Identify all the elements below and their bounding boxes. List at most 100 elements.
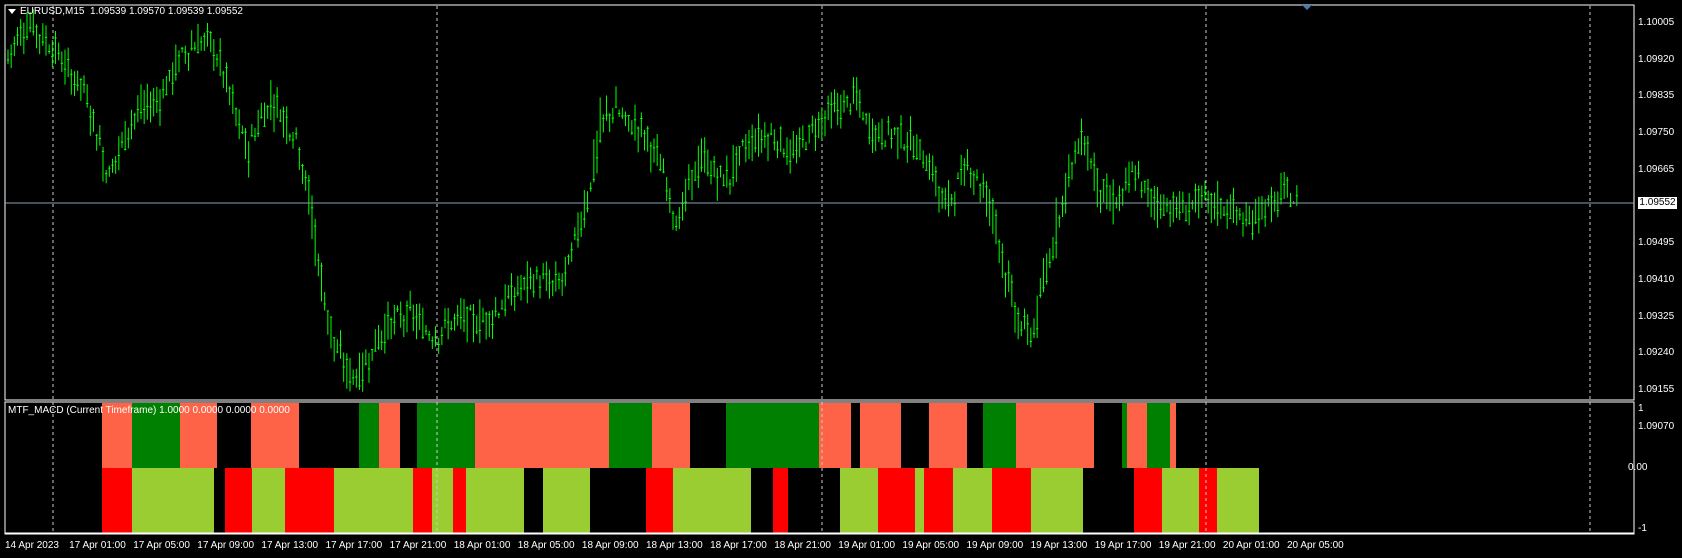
- macd-lower-band: [673, 468, 751, 533]
- collapse-triangle-icon[interactable]: [8, 8, 16, 14]
- time-label: 17 Apr 17:00: [325, 540, 383, 551]
- macd-upper-band: [652, 403, 690, 468]
- macd-upper-band: [102, 403, 132, 468]
- macd-upper-band: [400, 403, 417, 468]
- time-label: 17 Apr 01:00: [69, 540, 126, 551]
- time-label: 18 Apr 05:00: [517, 540, 575, 551]
- macd-lower-band: [334, 468, 413, 533]
- macd-upper-band: [180, 403, 217, 468]
- macd-upper-band: [417, 403, 475, 468]
- macd-upper-band: [609, 403, 652, 468]
- time-label: 19 Apr 21:00: [1158, 540, 1216, 551]
- macd-lower-band: [285, 468, 334, 533]
- current-price-tag: 1.09552: [1638, 197, 1677, 209]
- indicator-level-1: 1: [1638, 403, 1644, 414]
- macd-lower-band: [1199, 468, 1217, 533]
- price-label: 1.09240: [1638, 347, 1675, 359]
- price-candles: [6, 9, 1299, 392]
- symbol-label: EURUSD,M15: [20, 6, 85, 17]
- time-label: 18 Apr 09:00: [581, 540, 639, 551]
- macd-lower-band: [225, 468, 252, 533]
- macd-lower-band: [214, 468, 225, 533]
- macd-upper-band: [929, 403, 967, 468]
- macd-upper-band: [299, 403, 359, 468]
- main-chart-header: EURUSD,M15 1.09539 1.09570 1.09539 1.095…: [8, 6, 243, 17]
- macd-upper-band: [967, 403, 983, 468]
- time-label: 14 Apr 2023: [5, 540, 59, 551]
- time-label: 17 Apr 13:00: [261, 540, 319, 551]
- macd-lower-band: [6, 468, 102, 533]
- ohlc-values: 1.09539 1.09570 1.09539 1.09552: [90, 6, 243, 17]
- time-label: 18 Apr 01:00: [453, 540, 511, 551]
- time-label: 18 Apr 21:00: [774, 540, 831, 551]
- macd-lower-band: [102, 468, 132, 533]
- macd-upper-band: [690, 403, 726, 468]
- time-label: 18 Apr 17:00: [710, 540, 767, 551]
- indicator-title: MTF_MACD (Current Timeframe) 1.0000 0.00…: [8, 405, 290, 416]
- price-label: 1.09920: [1638, 53, 1675, 65]
- macd-upper-band: [768, 403, 819, 468]
- macd-lower-band: [1217, 468, 1259, 533]
- indicator-bands: [6, 403, 1259, 533]
- indicator-panel-frame: [4, 401, 1635, 535]
- macd-lower-band: [132, 468, 214, 533]
- macd-upper-band: [983, 403, 1016, 468]
- macd-upper-band: [819, 403, 851, 468]
- macd-lower-band: [543, 468, 590, 533]
- macd-upper-band: [132, 403, 180, 468]
- macd-lower-band: [590, 468, 646, 533]
- price-label: 1.09835: [1638, 90, 1675, 102]
- shift-marker-icon[interactable]: [1302, 5, 1312, 10]
- time-label: 18 Apr 13:00: [646, 540, 703, 551]
- macd-lower-band: [1134, 468, 1162, 533]
- macd-lower-band: [646, 468, 673, 533]
- macd-upper-band: [1147, 403, 1170, 468]
- macd-upper-band: [1122, 403, 1127, 468]
- macd-lower-band: [252, 468, 285, 533]
- macd-upper-band: [6, 403, 102, 468]
- macd-lower-band: [466, 468, 524, 533]
- macd-upper-band: [551, 403, 609, 468]
- macd-lower-band: [915, 468, 924, 533]
- indicator-level-0: 0.00: [1628, 462, 1648, 473]
- price-label: 1.09495: [1638, 237, 1675, 249]
- macd-lower-band: [1162, 468, 1199, 533]
- macd-lower-band: [413, 468, 432, 533]
- time-label: 19 Apr 09:00: [966, 540, 1024, 551]
- macd-upper-band: [495, 403, 551, 468]
- macd-upper-band: [379, 403, 397, 468]
- time-label: 20 Apr 05:00: [1287, 540, 1344, 551]
- macd-upper-band: [1016, 403, 1094, 468]
- macd-upper-band: [475, 403, 495, 468]
- macd-lower-band: [453, 468, 466, 533]
- macd-upper-band: [726, 403, 768, 468]
- macd-upper-band: [860, 403, 901, 468]
- price-label: 1.09325: [1638, 310, 1675, 322]
- indicator-level-minus-1: -1: [1638, 523, 1647, 534]
- macd-lower-band: [878, 468, 915, 533]
- price-label: 1.09665: [1638, 163, 1675, 175]
- macd-upper-band: [851, 403, 860, 468]
- price-label: 1.09410: [1638, 273, 1675, 285]
- time-label: 19 Apr 01:00: [838, 540, 896, 551]
- macd-lower-band: [992, 468, 1031, 533]
- macd-upper-band: [1094, 403, 1122, 468]
- macd-upper-band: [217, 403, 251, 468]
- macd-lower-band: [1083, 468, 1134, 533]
- macd-lower-band: [924, 468, 953, 533]
- macd-lower-band: [432, 468, 453, 533]
- macd-upper-band: [1170, 403, 1176, 468]
- macd-upper-band: [1127, 403, 1147, 468]
- macd-lower-band: [524, 468, 543, 533]
- macd-lower-band: [751, 468, 773, 533]
- macd-upper-band: [901, 403, 929, 468]
- time-label: 19 Apr 05:00: [902, 540, 960, 551]
- time-label: 20 Apr 01:00: [1222, 540, 1280, 551]
- time-label: 17 Apr 21:00: [389, 540, 447, 551]
- macd-lower-band: [953, 468, 992, 533]
- price-label: 1.10005: [1638, 17, 1675, 28]
- price-label: 1.09155: [1638, 384, 1675, 395]
- macd-upper-band: [359, 403, 379, 468]
- time-label: 17 Apr 09:00: [197, 540, 255, 551]
